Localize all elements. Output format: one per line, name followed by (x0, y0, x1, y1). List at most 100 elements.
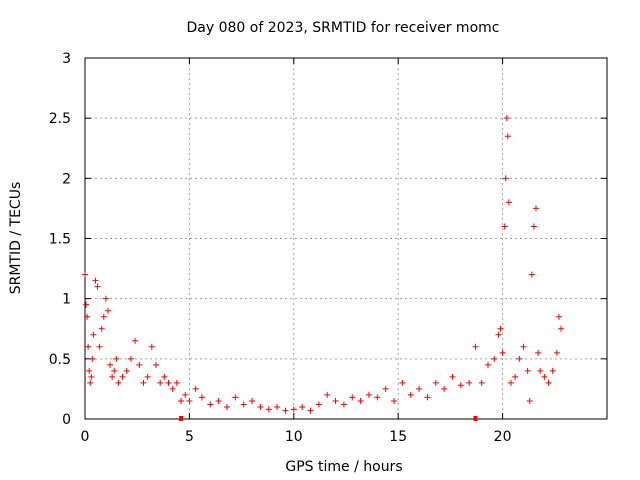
data-point (478, 379, 485, 386)
data-point (558, 325, 565, 332)
data-point (119, 373, 126, 380)
data-point (495, 331, 502, 338)
data-point (472, 343, 479, 350)
data-point (215, 397, 222, 404)
data-point (299, 403, 306, 410)
data-point (257, 403, 264, 410)
axis-markers (179, 416, 478, 421)
grid (85, 58, 607, 419)
data-point (89, 355, 96, 362)
data-point (332, 397, 339, 404)
data-point (307, 407, 314, 414)
data-point (503, 115, 510, 122)
y-tick-label: 1.5 (49, 232, 71, 248)
data-point (144, 373, 151, 380)
data-point (340, 401, 347, 408)
data-point (152, 361, 159, 368)
data-point (349, 394, 356, 401)
data-point (169, 385, 176, 392)
data-point (507, 379, 514, 386)
data-point (374, 394, 381, 401)
data-point (111, 367, 118, 374)
data-point (85, 343, 92, 350)
data-point (88, 373, 95, 380)
data-point (232, 394, 239, 401)
data-point (94, 283, 101, 290)
data-point (223, 403, 230, 410)
data-point (526, 397, 533, 404)
data-point (502, 175, 509, 182)
data-point (549, 367, 556, 374)
data-point (501, 223, 508, 230)
x-tick-label: 0 (81, 429, 90, 445)
data-point (466, 379, 473, 386)
data-point (357, 397, 364, 404)
data-point (315, 401, 322, 408)
data-point (87, 379, 94, 386)
data-point (424, 394, 431, 401)
data-point (499, 349, 506, 356)
y-tick-label: 0 (62, 412, 71, 428)
data-point (83, 301, 90, 308)
data-point (186, 397, 193, 404)
data-point (282, 407, 289, 414)
data-point (382, 385, 389, 392)
y-axis-label: SRMTID / TECUs (8, 182, 24, 295)
x-tick-label: 10 (285, 429, 303, 445)
x-tick-label: 15 (389, 429, 407, 445)
y-tick-label: 1 (62, 292, 71, 308)
data-point (265, 406, 272, 413)
data-point (516, 355, 523, 362)
data-point (82, 271, 88, 278)
data-point (92, 277, 99, 284)
x-tick-label: 20 (494, 429, 512, 445)
data-point (530, 223, 537, 230)
y-axis: 0 0.5 1 1.5 2 2.5 3 (49, 51, 607, 428)
data-point (504, 133, 511, 140)
data-point (555, 313, 562, 320)
data-point (132, 337, 139, 344)
data-point (524, 367, 531, 374)
data-point (432, 379, 439, 386)
data-point (545, 379, 552, 386)
data-point (182, 391, 189, 398)
data-point (86, 367, 93, 374)
data-point (407, 391, 414, 398)
data-point (537, 367, 544, 374)
data-point (553, 349, 560, 356)
data-point (140, 379, 147, 386)
data-point (115, 379, 122, 386)
data-point (157, 379, 164, 386)
y-tick-label: 2.5 (49, 111, 71, 127)
data-point (198, 394, 205, 401)
data-point (102, 295, 109, 302)
data-point (528, 271, 535, 278)
axis-marker (179, 416, 184, 421)
data-point (449, 373, 456, 380)
data-point (399, 379, 406, 386)
axis-marker (473, 416, 478, 421)
x-tick-label: 5 (185, 429, 194, 445)
data-point (457, 382, 464, 389)
data-point (104, 307, 111, 314)
data-point (148, 343, 155, 350)
data-point (324, 391, 331, 398)
data-point (491, 355, 498, 362)
data-point (84, 313, 91, 320)
data-point (107, 361, 114, 368)
data-point (535, 349, 542, 356)
data-point (173, 379, 180, 386)
y-tick-label: 0.5 (49, 352, 71, 368)
data-point (533, 205, 540, 212)
data-point (497, 325, 504, 332)
data-point (109, 373, 116, 380)
data-point (249, 397, 256, 404)
data-point (127, 355, 134, 362)
x-axis: 0 5 10 15 20 (81, 58, 512, 445)
data-point (274, 403, 281, 410)
data-point (96, 343, 103, 350)
data-point (178, 397, 185, 404)
data-point (113, 355, 120, 362)
data-point (391, 397, 398, 404)
